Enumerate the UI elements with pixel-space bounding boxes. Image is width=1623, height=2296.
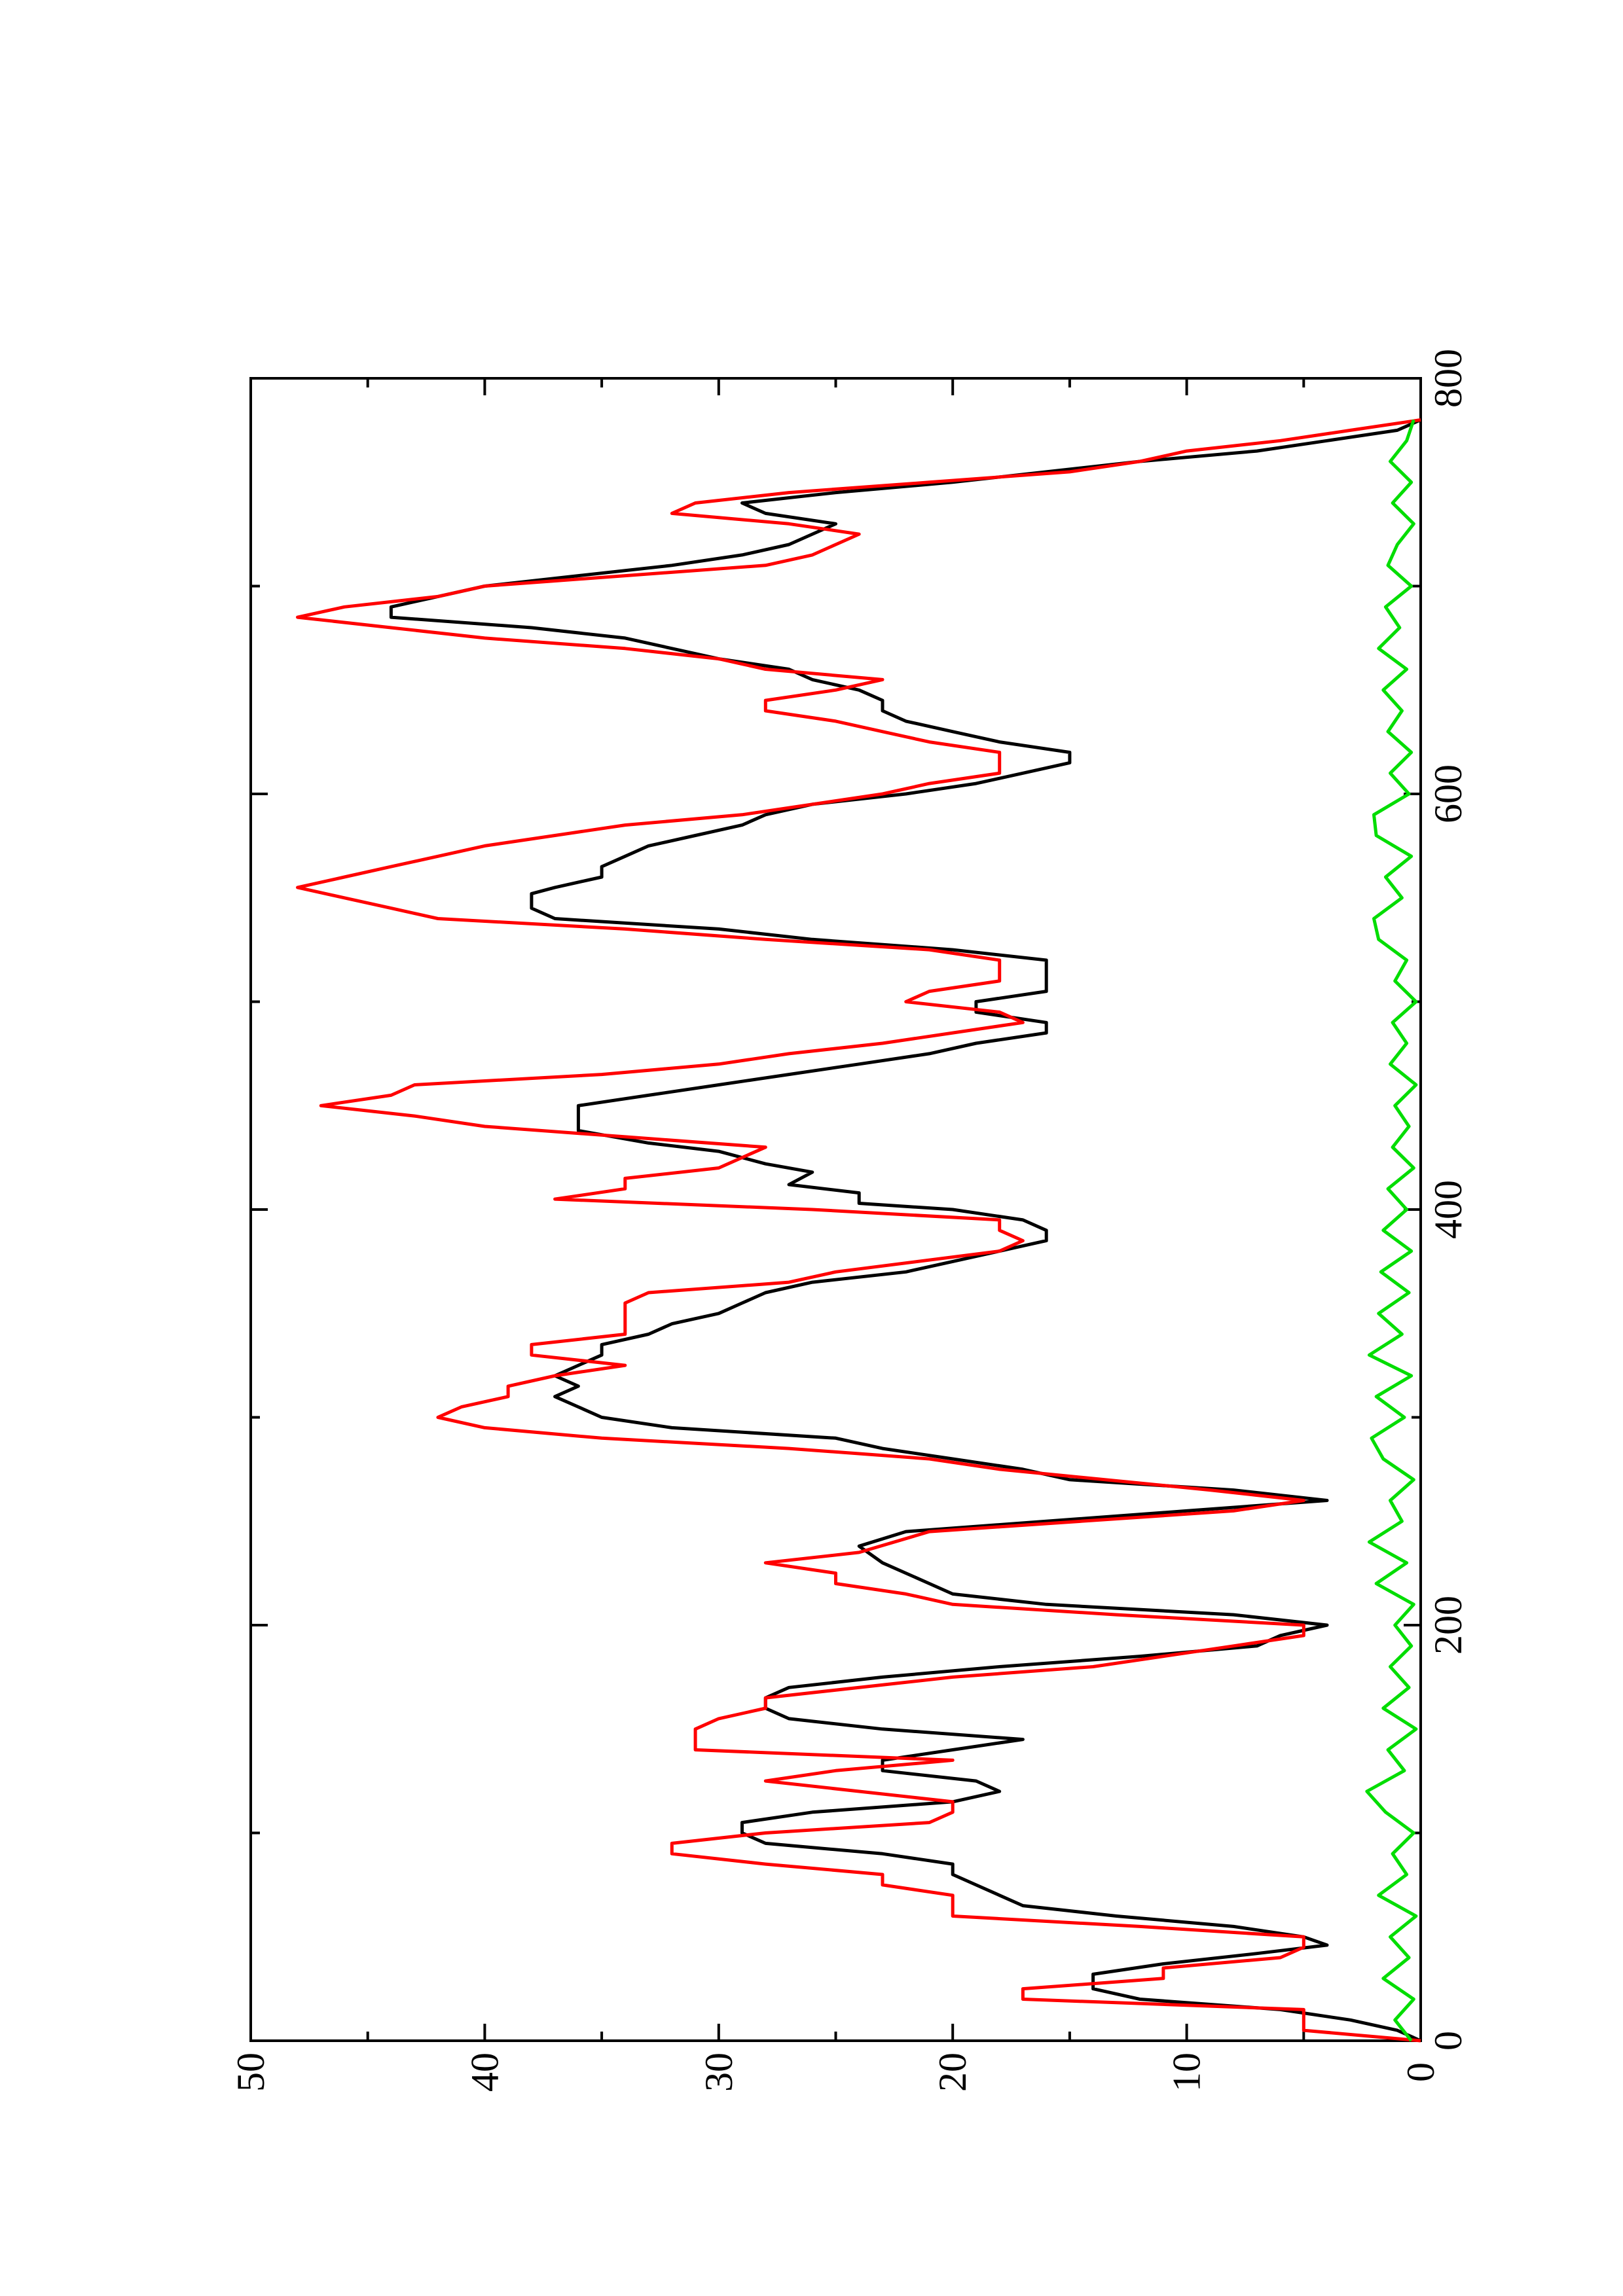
series-green-line — [1365, 419, 1418, 2042]
y-tick-label: 30 — [697, 2053, 740, 2092]
x-tick-label: 600 — [1427, 764, 1470, 823]
y-tick-label: 40 — [463, 2053, 506, 2092]
x-tick-label: 400 — [1427, 1180, 1470, 1239]
y-tick-label: 10 — [1165, 2053, 1209, 2092]
x-tick-label: 200 — [1427, 1596, 1470, 1655]
series-black-line — [389, 418, 1422, 2043]
y-tick-label: 20 — [931, 2053, 974, 2092]
tick-labels: 0 200 400 600 800 0 10 20 30 40 50 — [229, 349, 1470, 2092]
x-tick-label: 0 — [1427, 2031, 1470, 2051]
axis-ticks — [249, 377, 1422, 2042]
series-red-line — [296, 418, 1421, 2043]
y-tick-label: 50 — [229, 2053, 272, 2092]
series-layer — [296, 418, 1422, 2043]
x-tick-label: 800 — [1427, 349, 1470, 408]
y-tick-label: 0 — [1399, 2062, 1442, 2082]
